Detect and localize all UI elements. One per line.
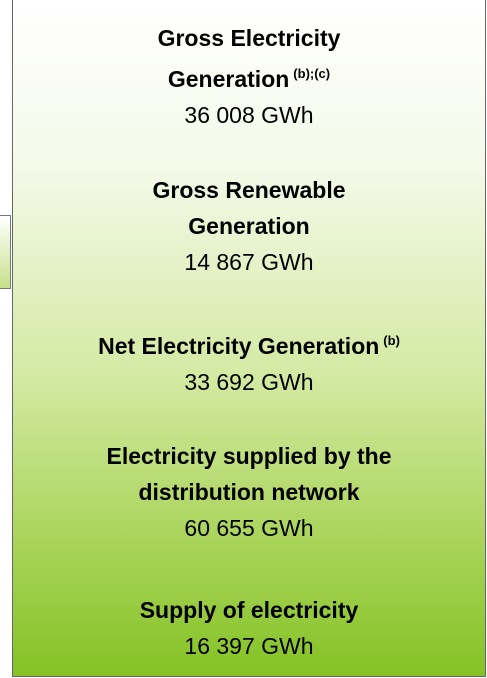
metric-value: 16 397 GWh: [184, 633, 314, 659]
metric: Net Electricity Generation (b) 33 692 GWh: [13, 323, 485, 400]
label-text: Supply of electricity: [139, 597, 359, 623]
metric-label: distribution network: [13, 474, 485, 510]
metric-label: Supply of electricity: [13, 592, 485, 628]
label-text: Gross Electricity: [157, 25, 341, 51]
label-text: Generation: [167, 66, 290, 92]
summary-box: Gross Electricity Generation (b);(c) 36 008…: [12, 0, 486, 677]
metric-label: Electricity supplied by the: [13, 438, 485, 474]
footnote-ref: (b);(c): [293, 66, 331, 81]
metric-label: Generation (b);(c): [13, 56, 485, 97]
label-text: distribution network: [138, 479, 360, 505]
label-text: Net Electricity Generation: [98, 333, 380, 359]
metric: Gross Electricity Generation (b);(c) 36 008…: [13, 20, 485, 133]
metric-value: 60 655 GWh: [184, 515, 314, 541]
adjacent-box: [0, 215, 11, 289]
metric-value: 14 867 GWh: [184, 249, 314, 275]
label-text: Electricity supplied by the: [106, 443, 392, 469]
metric-value: 36 008 GWh: [184, 102, 314, 128]
metric: Supply of electricity 16 397 GWh: [13, 592, 485, 664]
label-text: Generation: [188, 213, 310, 239]
metric-label: Gross Electricity: [13, 20, 485, 56]
metric-value: 33 692 GWh: [184, 369, 314, 395]
metric-label: Gross Renewable: [13, 172, 485, 208]
metric-label: Net Electricity Generation (b): [13, 323, 485, 364]
metric-label: Generation: [13, 208, 485, 244]
footnote-ref: (b): [383, 333, 400, 348]
metric: Gross Renewable Generation 14 867 GWh: [13, 172, 485, 280]
metric: Electricity supplied by the distribution …: [13, 438, 485, 546]
label-text: Gross Renewable: [152, 177, 346, 203]
